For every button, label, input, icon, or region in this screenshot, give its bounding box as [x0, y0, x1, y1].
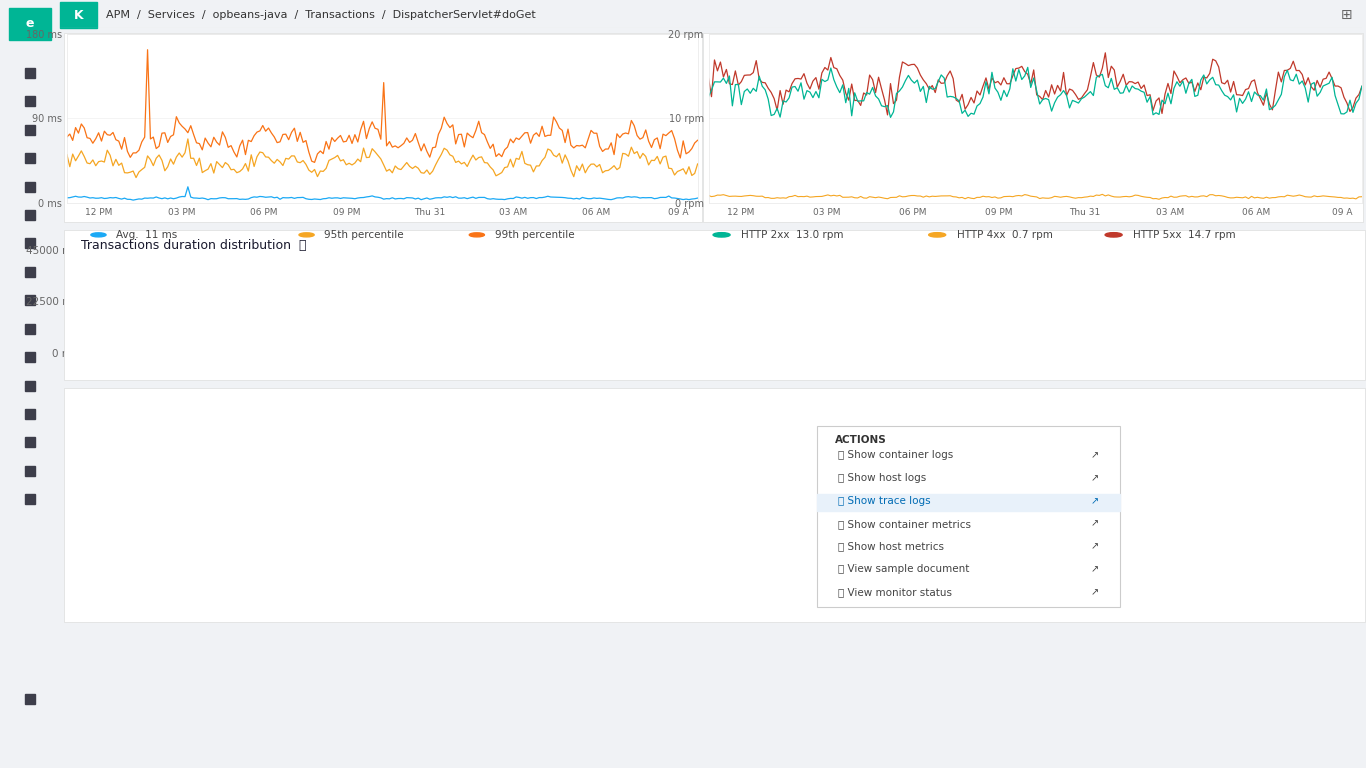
Text: 🔗 View sample document: 🔗 View sample document: [839, 564, 970, 574]
Bar: [107, 253, 123, 353]
Text: Avg.  11 ms: Avg. 11 ms: [116, 230, 178, 240]
Text: Actions  ∨: Actions ∨: [1161, 396, 1220, 409]
Text: ↗: ↗: [1091, 518, 1098, 528]
Text: ↗: ↗: [1091, 450, 1098, 460]
Text: 99th percentile: 99th percentile: [494, 230, 574, 240]
Text: ↗: ↗: [1091, 564, 1098, 574]
Text: Other: Other: [738, 425, 768, 435]
Text: ⛶  View full trace: ⛶ View full trace: [1266, 397, 1346, 406]
Text: Services: Services: [79, 463, 130, 473]
Text: HTTP 4xx  0.7 rpm: HTTP 4xx 0.7 rpm: [956, 230, 1053, 240]
Text: GET opbeans-node  11 ms: GET opbeans-node 11 ms: [365, 559, 493, 569]
Text: HTTP 2xx  13.0 rpm: HTTP 2xx 13.0 rpm: [742, 230, 844, 240]
Circle shape: [342, 466, 357, 469]
FancyBboxPatch shape: [83, 457, 178, 458]
Text: 10 ms: 10 ms: [654, 473, 684, 483]
Circle shape: [92, 233, 107, 237]
Text: 24 ms: 24 ms: [1274, 473, 1310, 483]
FancyBboxPatch shape: [358, 502, 1199, 518]
Circle shape: [1105, 233, 1121, 237]
Bar: [60, 2, 97, 28]
Text: 🔗 Show container metrics: 🔗 Show container metrics: [839, 518, 971, 528]
Text: ⊞: ⊞: [1341, 8, 1352, 22]
FancyBboxPatch shape: [178, 432, 1303, 447]
Text: 0 ms: 0 ms: [172, 473, 195, 483]
Circle shape: [299, 233, 314, 237]
Text: 500 Internal Server Error: 500 Internal Server Error: [550, 425, 664, 435]
Text: Timeline: Timeline: [83, 447, 134, 460]
Text: HTTP 5xx  14.7 rpm: HTTP 5xx 14.7 rpm: [1134, 230, 1236, 240]
Text: Transactions duration distribution  ⓘ: Transactions duration distribution ⓘ: [81, 240, 306, 252]
Circle shape: [470, 233, 485, 237]
Text: opbeans-ruby: opbeans-ruby: [365, 463, 437, 473]
FancyBboxPatch shape: [1249, 392, 1365, 411]
Circle shape: [929, 233, 945, 237]
Text: opbeans-java: opbeans-java: [231, 463, 302, 473]
Circle shape: [713, 233, 729, 237]
Text: 15 ms: 15 ms: [893, 473, 923, 483]
Text: HTTP 5xx  DispatcherServlet#doGet  24 ms: HTTP 5xx DispatcherServlet#doGet 24 ms: [183, 454, 398, 464]
Text: APM  /  Services  /  opbeans-java  /  Transactions  /  DispatcherServlet#doGet: APM / Services / opbeans-java / Transact…: [105, 10, 535, 21]
Text: 🔗 Show host logs: 🔗 Show host logs: [839, 473, 926, 483]
Text: ↗: ↗: [1091, 473, 1098, 483]
Circle shape: [208, 466, 224, 469]
Text: ACTIONS: ACTIONS: [835, 435, 887, 445]
FancyBboxPatch shape: [540, 425, 675, 435]
Text: e: e: [26, 18, 34, 30]
Bar: [817, 494, 1120, 511]
Text: 21 minutes ago: 21 minutes ago: [79, 424, 167, 434]
Text: 🔗 Show container logs: 🔗 Show container logs: [839, 450, 953, 460]
FancyBboxPatch shape: [316, 425, 541, 435]
Text: Metadata: Metadata: [193, 447, 249, 460]
Text: Rack  1  17 ms: Rack 1 17 ms: [365, 524, 437, 534]
Text: K: K: [74, 9, 83, 22]
Text: Trace sample: Trace sample: [79, 399, 176, 413]
FancyBboxPatch shape: [178, 467, 1277, 482]
Text: 95th percentile: 95th percentile: [324, 230, 404, 240]
Bar: [10, 8, 51, 40]
Text: 🔗 View monitor status: 🔗 View monitor status: [839, 588, 952, 598]
Text: 5 ms: 5 ms: [418, 473, 441, 483]
Text: ↗: ↗: [1091, 588, 1098, 598]
Text: 1 Error: 1 Error: [687, 425, 719, 435]
Text: ↗: ↗: [1091, 496, 1098, 506]
Text: 24 ms (100.0% of trace): 24 ms (100.0% of trace): [175, 424, 325, 434]
FancyBboxPatch shape: [672, 425, 734, 435]
Text: 🔗 Show trace logs: 🔗 Show trace logs: [839, 496, 930, 506]
Text: ↗: ↗: [1091, 541, 1098, 551]
Text: GET http://172.21.0.15:3000/api/orders: GET http://172.21.0.15:3000/api/orders: [340, 425, 516, 435]
Text: GET opbeans-ruby  23 ms: GET opbeans-ruby 23 ms: [183, 489, 310, 499]
Text: 🔗 Show host metrics: 🔗 Show host metrics: [839, 541, 944, 551]
FancyBboxPatch shape: [358, 537, 902, 552]
